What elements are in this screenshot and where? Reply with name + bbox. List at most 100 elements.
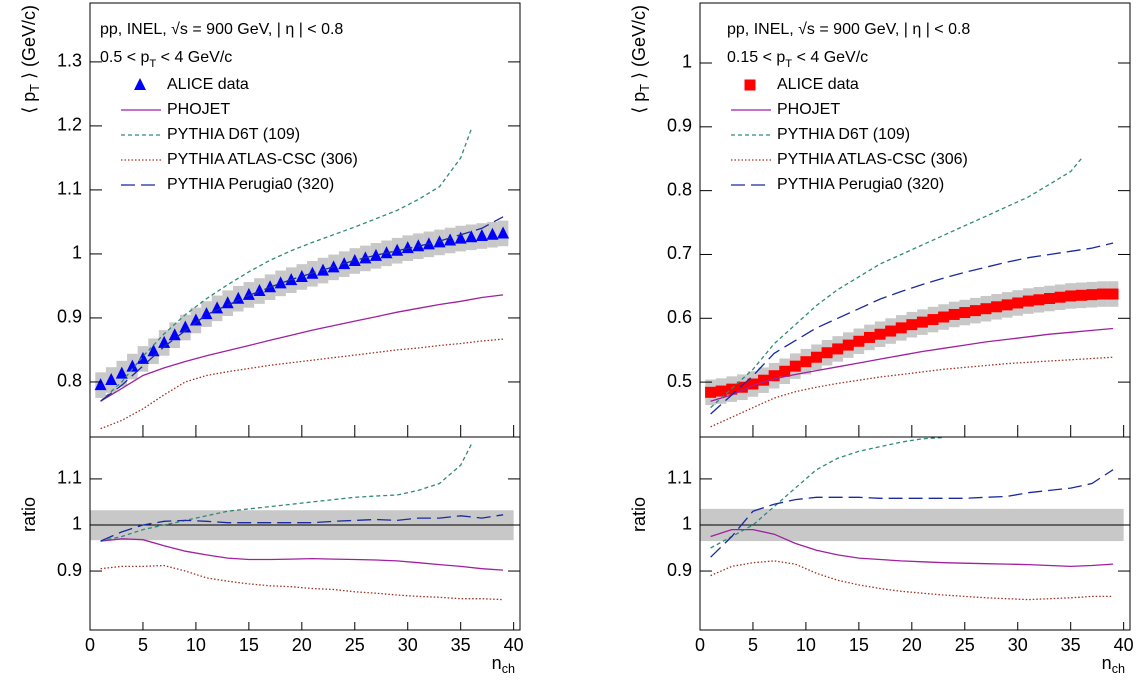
data-marker [853, 335, 865, 347]
data-marker [126, 359, 139, 372]
data-marker [444, 233, 457, 246]
data-marker [1022, 295, 1034, 307]
data-marker [842, 339, 854, 351]
plot-area [90, 444, 520, 601]
data-marker [789, 360, 801, 372]
y-tick-label: 1 [72, 514, 82, 534]
annotation-part: pp, INEL, √s = 900 GeV, | η | < 0.8 [727, 21, 970, 38]
y-axis-title-part: ⟨ p [19, 92, 39, 114]
y-tick-label: 1 [72, 243, 82, 263]
data-marker [821, 347, 833, 359]
y-tick-label: 0.9 [57, 560, 82, 580]
data-marker [1086, 289, 1098, 301]
data-marker [221, 296, 234, 309]
data-marker [189, 313, 202, 326]
annotation: 0.5 < pT < 4 GeV/c [100, 49, 232, 70]
model-line [100, 294, 504, 402]
y-tick-label: 1.1 [667, 468, 692, 488]
data-marker [948, 308, 960, 320]
plot-frame [699, 436, 1131, 631]
data-marker [295, 269, 308, 282]
data-marker [1054, 291, 1066, 303]
y-tick-label: 1.1 [57, 468, 82, 488]
x-tick-label: 0 [695, 635, 705, 655]
data-marker [369, 248, 382, 261]
model-line [100, 216, 504, 402]
data-marker [486, 227, 499, 240]
legend-label: ALICE data [167, 76, 249, 93]
y-tick-label: 1 [682, 52, 692, 72]
data-marker [758, 374, 770, 386]
y-tick-label: 0.9 [57, 307, 82, 327]
data-marker [401, 241, 414, 254]
y-axis-title: ratio [19, 497, 39, 532]
annotation-part: pp, INEL, √s = 900 GeV, | η | < 0.8 [100, 21, 343, 38]
plot-background [90, 3, 520, 437]
legend-marker [134, 78, 146, 90]
annotation-part: 0.5 < p [100, 49, 149, 66]
data-marker [906, 319, 918, 331]
x-axis-title-sub: ch [1112, 662, 1125, 676]
model-line [100, 338, 504, 430]
data-marker [211, 301, 224, 314]
model-line [710, 560, 1114, 601]
x-tick-label: 30 [398, 635, 418, 655]
x-tick-label: 20 [902, 635, 922, 655]
data-marker [980, 303, 992, 315]
model-line [710, 528, 1114, 568]
legend-label: PYTHIA ATLAS-CSC (306) [167, 151, 358, 168]
y-tick-label: 1.1 [57, 179, 82, 199]
data-marker [916, 316, 928, 328]
x-axis-title-part: n [1102, 653, 1112, 673]
annotation-part: 0.15 < p [727, 49, 785, 66]
annotation: pp, INEL, √s = 900 GeV, | η | < 0.8 [727, 21, 970, 38]
x-axis-title: nch [492, 653, 515, 677]
data-marker [1107, 288, 1119, 300]
model-line [710, 469, 1114, 558]
model-line [710, 158, 1082, 409]
annotation: 0.15 < pT < 4 GeV/c [727, 49, 868, 70]
y-tick-label: 0.9 [667, 560, 692, 580]
data-marker [274, 276, 287, 289]
x-tick-label: 20 [292, 635, 312, 655]
x-tick-label: 15 [239, 635, 259, 655]
plot-area [700, 437, 1130, 601]
model-line [710, 242, 1114, 415]
x-tick-label: 10 [186, 635, 206, 655]
y-tick-label: 0.8 [57, 371, 82, 391]
data-marker [895, 322, 907, 334]
data-marker [969, 305, 981, 317]
data-marker [1075, 289, 1087, 301]
x-tick-label: 35 [1061, 635, 1081, 655]
legend-label: PYTHIA Perugia0 (320) [777, 176, 944, 193]
x-tick-label: 40 [504, 635, 524, 655]
legend-marker [744, 79, 756, 91]
data-marker [475, 229, 488, 242]
data-marker [863, 331, 875, 343]
annotation-part: < 4 GeV/c [156, 49, 232, 66]
y-tick-label: 0.5 [667, 371, 692, 391]
x-tick-label: 0 [85, 635, 95, 655]
data-marker [832, 343, 844, 355]
data-marker [1044, 293, 1056, 305]
annotation-sub: T [785, 58, 792, 70]
model-line [100, 444, 472, 542]
y-tick-label: 0.6 [667, 307, 692, 327]
data-marker [1033, 294, 1045, 306]
y-axis-title-part: ⟩ (GeV/c) [629, 5, 649, 84]
y-axis-title-sub: T [28, 84, 42, 92]
data-marker [497, 226, 510, 239]
legend-label: PHOJET [167, 101, 230, 118]
y-tick-label: 1.3 [57, 51, 82, 71]
x-tick-label: 10 [796, 635, 816, 655]
data-marker [232, 291, 245, 304]
plot-area [94, 128, 510, 430]
y-axis-title-part: ratio [629, 497, 649, 532]
y-axis-title: ⟨ pT ⟩ (GeV/c) [629, 5, 653, 114]
legend-label: ALICE data [777, 76, 859, 93]
y-axis-title: ⟨ pT ⟩ (GeV/c) [19, 5, 43, 114]
data-marker [264, 280, 277, 293]
y-tick-label: 0.7 [667, 243, 692, 263]
y-tick-label: 0.9 [667, 116, 692, 136]
